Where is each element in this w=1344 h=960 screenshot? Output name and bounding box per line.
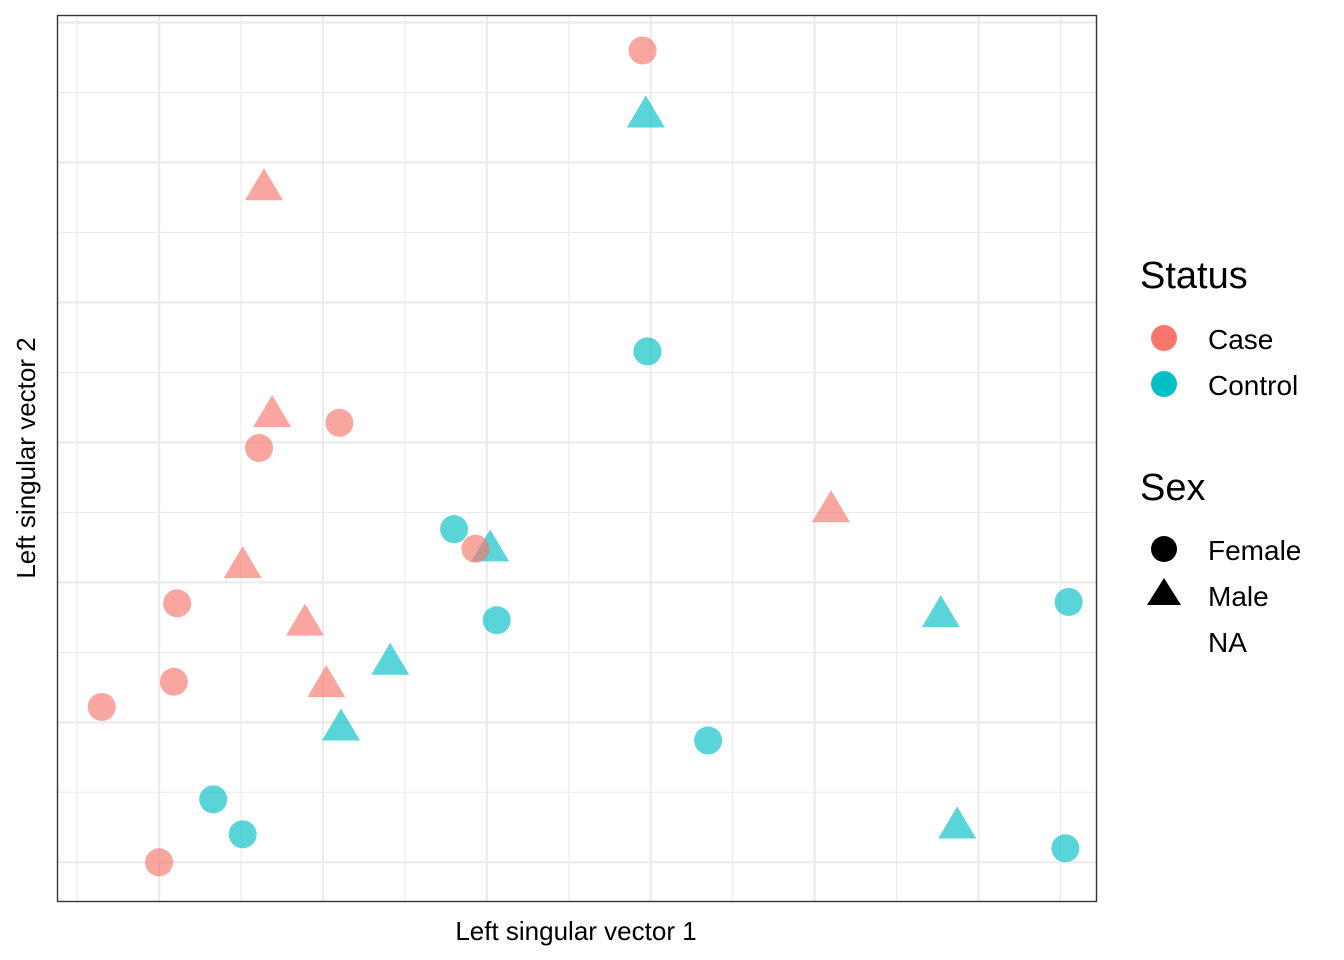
data-point-triangle — [322, 708, 361, 741]
legend-female-key — [1151, 536, 1177, 562]
data-point-triangle — [812, 490, 851, 523]
legend-na-label: NA — [1208, 627, 1247, 658]
data-point-triangle — [626, 95, 665, 128]
y-axis-title: Left singular vector 2 — [11, 337, 41, 578]
data-point-circle — [163, 589, 192, 618]
data-point-circle — [440, 515, 469, 544]
data-point-circle — [245, 434, 274, 463]
data-points — [87, 36, 1083, 877]
legend-male-key — [1147, 578, 1181, 605]
legend-female-label: Female — [1208, 535, 1301, 566]
data-point-triangle — [921, 595, 960, 628]
data-point-circle — [633, 337, 662, 366]
data-point-circle — [628, 36, 657, 65]
data-point-circle — [199, 785, 228, 814]
data-point-triangle — [371, 642, 410, 675]
data-point-triangle — [253, 395, 292, 428]
data-point-triangle — [244, 168, 283, 201]
legend-control-key — [1151, 371, 1177, 397]
data-point-circle — [228, 820, 257, 849]
data-point-triangle — [223, 546, 262, 579]
legend: Status Case Control Sex Female Male NA — [1140, 255, 1301, 658]
data-point-circle — [694, 726, 723, 755]
legend-male-label: Male — [1208, 581, 1269, 612]
data-point-circle — [159, 667, 188, 696]
data-point-triangle — [938, 806, 977, 839]
data-point-triangle — [285, 603, 324, 636]
data-point-triangle — [307, 665, 346, 698]
legend-case-label: Case — [1208, 324, 1273, 355]
grid-lines — [57, 15, 1097, 902]
data-point-circle — [1051, 834, 1080, 863]
data-point-circle — [325, 408, 354, 437]
data-point-circle — [461, 534, 490, 563]
legend-sex-title: Sex — [1140, 467, 1205, 509]
data-point-circle — [145, 848, 174, 877]
x-axis-title: Left singular vector 1 — [455, 916, 696, 946]
data-point-circle — [1054, 587, 1083, 616]
legend-case-key — [1151, 325, 1177, 351]
data-point-circle — [482, 606, 511, 635]
data-point-circle — [87, 692, 116, 721]
panel-border — [56, 14, 1098, 903]
legend-status-title: Status — [1140, 255, 1248, 297]
legend-control-label: Control — [1208, 370, 1298, 401]
